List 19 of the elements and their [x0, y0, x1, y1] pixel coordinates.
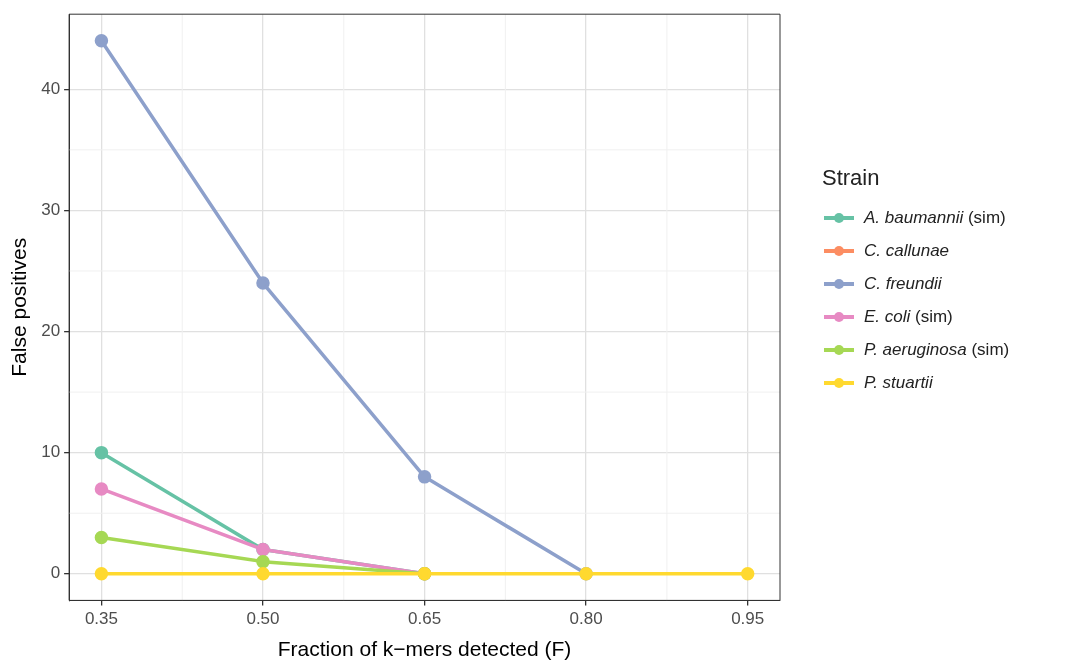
x-tick-label: 0.80 — [569, 609, 603, 629]
y-tick-label: 20 — [41, 321, 61, 341]
legend-label: C. freundii — [864, 273, 942, 293]
y-tick-label: 30 — [41, 200, 61, 220]
legend-label: P. stuartii — [864, 372, 933, 392]
legend-title: Strain — [822, 165, 881, 191]
y-tick-label: 0 — [50, 563, 61, 583]
x-tick-label: 0.35 — [84, 609, 118, 629]
y-axis-title: False positives — [7, 237, 31, 377]
x-axis-title: Fraction of k−mers detected (F) — [277, 637, 572, 661]
x-tick-label: 0.95 — [731, 609, 765, 629]
x-tick-label: 0.50 — [246, 609, 280, 629]
x-tick-label: 0.65 — [408, 609, 442, 629]
legend-label: A. baumannii (sim) — [864, 207, 1006, 228]
y-tick-label: 40 — [41, 78, 61, 98]
legend-label: C. callunae — [864, 240, 950, 260]
y-tick-label: 10 — [41, 442, 61, 462]
legend-label: E. coli (sim) — [864, 306, 953, 327]
legend-label: P. aeruginosa (sim) — [864, 339, 1010, 360]
